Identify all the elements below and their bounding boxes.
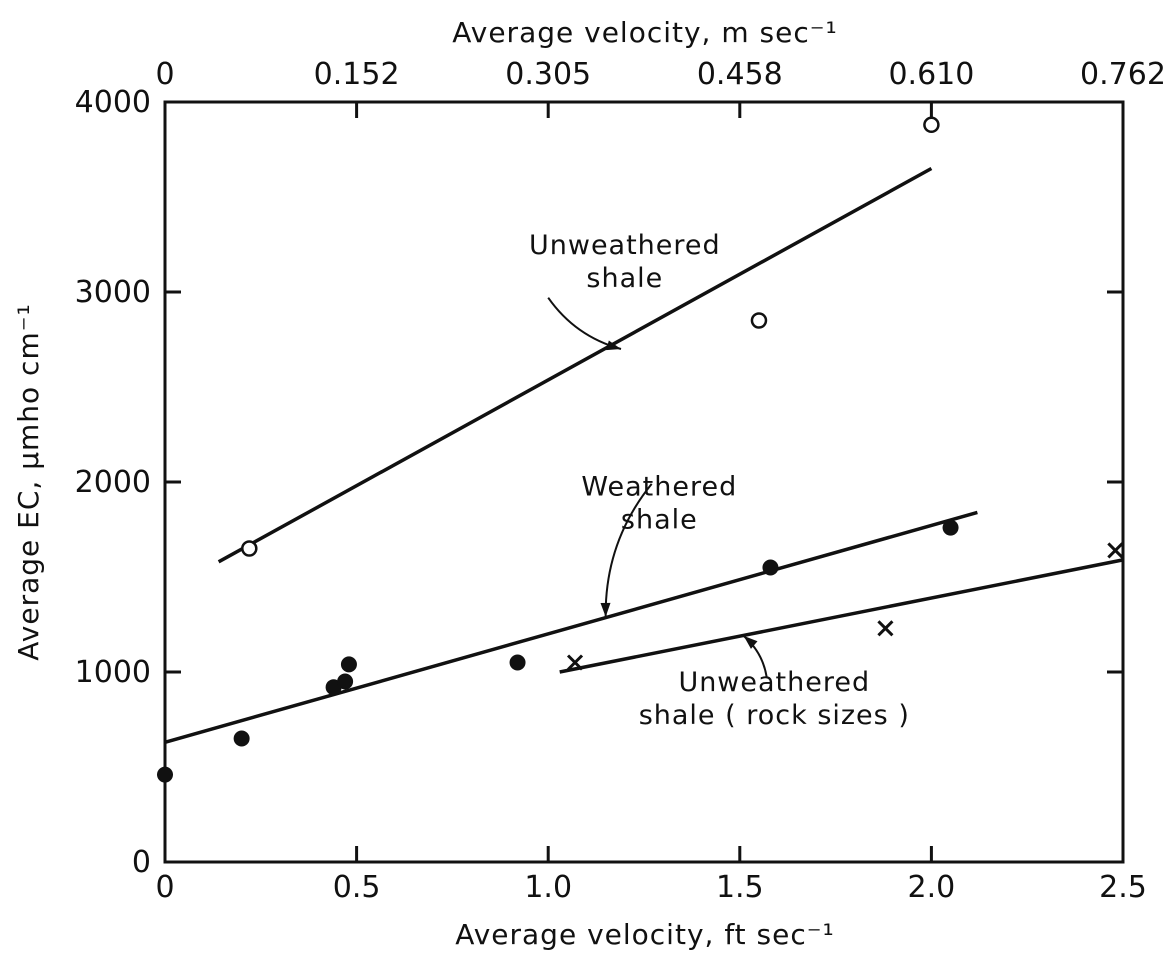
data-point-open-circle: [750, 312, 768, 329]
data-point-filled-circle: [762, 559, 779, 576]
data-point-filled-circle: [509, 654, 526, 671]
x2-tick-label: 0: [155, 57, 174, 92]
data-point-x: [566, 654, 584, 671]
annotation-arrow: [604, 483, 653, 617]
annotation-label: shale: [621, 504, 698, 535]
y-tick-label: 1000: [75, 655, 151, 690]
annotation-arrowhead: [606, 340, 622, 351]
y-axis-title: Average EC, μmho cm⁻¹: [12, 303, 45, 660]
y-tick-label: 0: [132, 845, 151, 880]
y-tick-label: 4000: [75, 85, 151, 120]
data-point-open-circle: [923, 116, 940, 134]
annotation-label: Weathered: [581, 471, 737, 502]
x-tick-label: 2.5: [1099, 870, 1147, 905]
x2-tick-label: 0.458: [697, 57, 783, 92]
x-tick-label: 0.5: [333, 870, 381, 905]
annotation-arrowhead: [600, 602, 611, 617]
data-point-filled-circle: [233, 730, 250, 747]
fit-line: [217, 166, 933, 564]
annotation-arrowhead: [743, 635, 758, 649]
annotation-label: shale: [586, 263, 663, 294]
x-axis-title: Average velocity, ft sec⁻¹: [455, 918, 835, 951]
axis-ticks: [163, 100, 1125, 864]
x2-axis-title: Average velocity, m sec⁻¹: [452, 16, 838, 49]
x2-tick-label: 0.305: [505, 57, 591, 92]
annotation-arrow: [547, 297, 622, 350]
data-points: [157, 116, 1124, 783]
annotations: UnweatheredshaleWeatheredshaleUnweathere…: [529, 230, 910, 731]
data-point-open-circle: [241, 540, 258, 557]
data-point-filled-circle: [157, 766, 173, 783]
x2-tick-label: 0.152: [314, 57, 400, 92]
x-tick-label: 0: [155, 870, 174, 905]
x-tick-label: 1.0: [524, 870, 572, 905]
data-point-filled-circle: [337, 673, 354, 690]
y-tick-label: 3000: [75, 275, 151, 310]
data-point-x: [1107, 542, 1124, 559]
data-point-filled-circle: [340, 656, 357, 673]
fit-line: [164, 510, 978, 744]
fit-line: [559, 558, 1124, 674]
annotation-label: shale ( rock sizes ): [639, 700, 910, 731]
x2-tick-label: 0.762: [1080, 57, 1166, 92]
data-point-x: [877, 620, 894, 637]
x-tick-label: 2.0: [908, 870, 956, 905]
x-tick-label: 1.5: [716, 870, 764, 905]
y-tick-label: 2000: [75, 465, 151, 500]
x2-tick-label: 0.610: [888, 57, 974, 92]
annotation-label: Unweathered: [678, 667, 870, 698]
data-point-filled-circle: [942, 519, 959, 536]
tick-labels: 0 0.5 1.0 1.5 2.0 2.5 0 0.152 0.305 0.458 0.610 0.7…: [75, 57, 1166, 905]
annotation-label: Unweathered: [529, 230, 721, 261]
fit-lines: [164, 166, 1124, 744]
